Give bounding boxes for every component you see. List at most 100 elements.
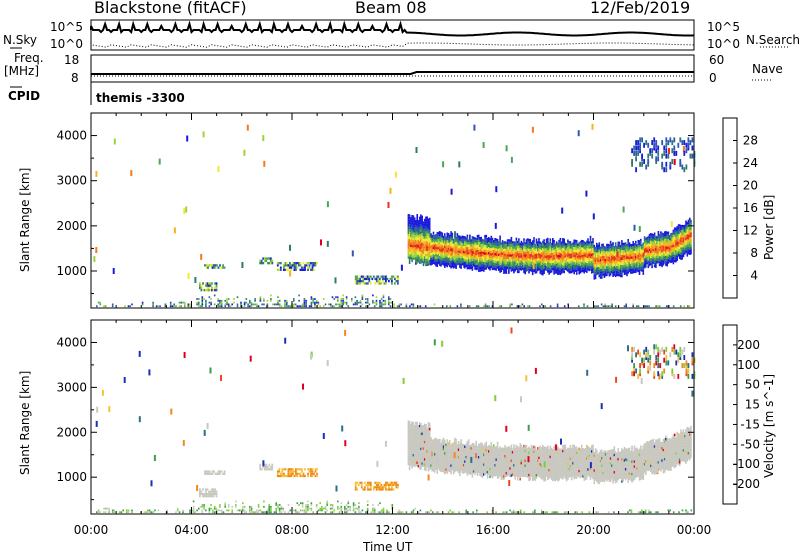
power-cell <box>434 254 436 258</box>
power-cell <box>426 231 428 234</box>
power-far-cell <box>655 140 658 146</box>
power-speckle <box>243 149 246 156</box>
power-cell <box>582 252 584 255</box>
power-patch-cell <box>365 282 368 285</box>
velocity-cell <box>430 461 432 465</box>
power-cell <box>677 234 680 237</box>
power-speckle <box>387 202 390 208</box>
power-cell <box>645 252 647 256</box>
power-cell <box>472 236 475 240</box>
velocity-cell <box>418 429 421 433</box>
power-cell <box>529 268 531 272</box>
power-cell <box>611 258 613 261</box>
power-cell <box>636 254 638 257</box>
velocity-cell <box>488 469 490 473</box>
power-cell <box>643 256 646 259</box>
power-patch-cell <box>363 282 366 285</box>
power-cell <box>619 252 622 255</box>
velocity-cell <box>455 463 457 466</box>
velocity-cell <box>483 453 485 456</box>
power-cell <box>618 246 621 250</box>
velocity-cell <box>490 447 493 450</box>
power-cell <box>456 257 459 261</box>
power-cell <box>534 261 537 264</box>
power-cell <box>499 270 501 273</box>
power-cell <box>628 252 631 255</box>
power-cell <box>633 263 636 266</box>
power-cell <box>494 260 496 263</box>
power-cell <box>648 233 651 237</box>
velocity-cell <box>466 456 469 459</box>
power-cell <box>560 261 563 264</box>
power-cell <box>598 257 601 260</box>
power-cell <box>475 250 477 253</box>
power-clutter-cell <box>342 294 344 297</box>
velocity-cell <box>501 462 504 465</box>
power-cell <box>449 257 451 260</box>
power-clutter-cell <box>500 305 503 308</box>
power-cell <box>506 244 509 247</box>
velocity-cell <box>415 421 417 425</box>
power-cell <box>539 251 542 254</box>
power-cell <box>461 250 464 253</box>
power-cell <box>518 263 520 266</box>
velocity-cell <box>436 444 439 447</box>
power-cell <box>678 246 681 249</box>
velocity-cell <box>417 457 420 460</box>
power-patch-cell <box>213 266 215 269</box>
power-clutter-cell <box>240 303 242 306</box>
power-clutter-cell <box>398 303 401 306</box>
power-cell <box>690 239 692 243</box>
velocity-cell <box>412 453 415 457</box>
velocity-cell <box>481 475 484 478</box>
power-cell <box>631 261 633 264</box>
power-cell <box>526 238 529 241</box>
power-far-cell <box>635 145 637 151</box>
power-cell <box>666 249 668 252</box>
power-cell <box>509 244 511 247</box>
power-cell <box>418 248 421 252</box>
power-clutter-cell <box>298 299 300 302</box>
power-cell <box>646 261 648 265</box>
power-cell <box>559 265 562 268</box>
power-cell <box>477 257 480 260</box>
velocity-cell <box>501 472 504 475</box>
power-cell <box>629 271 632 274</box>
power-cell <box>651 243 653 246</box>
power-patch-cell <box>199 282 201 285</box>
power-cell <box>467 249 470 252</box>
power-speckle <box>577 130 580 137</box>
velocity-cell <box>470 444 472 448</box>
power-cell <box>490 240 493 244</box>
power-cell <box>651 258 653 261</box>
power-patch-cell <box>283 266 285 269</box>
power-clutter-cell <box>312 301 314 304</box>
power-cell <box>552 243 554 246</box>
power-cell <box>410 237 412 240</box>
power-cell <box>459 238 461 241</box>
power-cell <box>653 262 656 265</box>
power-cell <box>665 258 667 261</box>
velocity-cell <box>496 468 499 472</box>
power-cell <box>431 242 433 245</box>
power-cell <box>624 272 627 275</box>
velocity-cell <box>421 439 423 443</box>
power-cell <box>416 238 418 242</box>
power-cell <box>617 258 619 262</box>
power-cell <box>642 269 645 273</box>
power-cell <box>493 247 495 250</box>
velocity-cell <box>417 437 420 441</box>
velocity-cell <box>440 457 442 460</box>
power-cell <box>685 232 687 236</box>
power-cell <box>529 266 531 269</box>
power-patch-cell <box>278 262 281 265</box>
power-patch-cell <box>359 280 362 283</box>
power-cell <box>569 266 572 269</box>
power-clutter-cell <box>263 298 265 300</box>
power-cell <box>599 251 602 254</box>
power-cell <box>609 245 612 249</box>
power-cell <box>670 258 672 261</box>
power-clutter-cell <box>375 303 378 306</box>
power-clutter-cell <box>405 305 408 308</box>
power-cell <box>645 245 647 248</box>
